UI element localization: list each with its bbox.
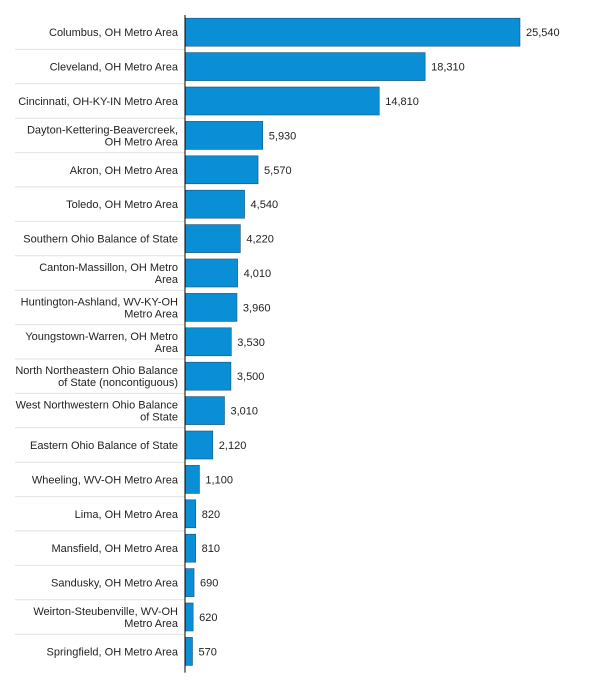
- value-label: 570: [198, 646, 216, 658]
- category-label-line: Lima, OH Metro Area: [75, 509, 179, 521]
- value-label: 620: [199, 612, 217, 624]
- bar: [184, 86, 380, 116]
- value-label: 25,540: [526, 27, 560, 39]
- category-labels-group: Columbus, OH Metro Area Cleveland, OH Met…: [15, 27, 179, 658]
- value-label: 690: [200, 578, 218, 590]
- category-label-line: Huntington-Ashland, WV-KY-OH: [21, 296, 178, 308]
- value-label: 4,540: [251, 199, 279, 211]
- category-label-line: West Northwestern Ohio Balance: [16, 400, 178, 412]
- value-label: 18,310: [431, 62, 465, 74]
- category-label: Cincinnati, OH-KY-IN Metro Area: [18, 96, 179, 108]
- category-label-line: Youngstown-Warren, OH Metro: [25, 331, 178, 343]
- category-label: Huntington-Ashland, WV-KY-OH Metro Area: [21, 296, 179, 320]
- category-label: Cleveland, OH Metro Area: [50, 62, 179, 74]
- bar: [184, 121, 264, 150]
- value-label: 2,120: [219, 440, 247, 452]
- bar: [184, 361, 232, 391]
- category-label: Youngstown-Warren, OH Metro Area: [25, 331, 179, 355]
- bar: [184, 17, 521, 47]
- bar: [184, 155, 259, 185]
- category-label-line: Area: [155, 343, 179, 355]
- category-label-line: Columbus, OH Metro Area: [49, 27, 179, 39]
- category-label-line: Southern Ohio Balance of State: [23, 234, 178, 246]
- category-label: Springfield, OH Metro Area: [47, 646, 179, 658]
- value-label: 4,010: [244, 268, 272, 280]
- category-label-line: Akron, OH Metro Area: [70, 165, 179, 177]
- category-label-line: Metro Area: [124, 618, 179, 630]
- category-label: West Northwestern Ohio Balance of State: [16, 400, 178, 424]
- category-label-line: OH Metro Area: [105, 136, 179, 148]
- category-label: Lima, OH Metro Area: [75, 509, 179, 521]
- value-label: 5,930: [269, 130, 297, 142]
- category-label-line: of State (noncontiguous): [58, 377, 178, 389]
- bar: [184, 637, 193, 666]
- bar: [184, 293, 238, 322]
- category-label: Mansfield, OH Metro Area: [51, 543, 178, 555]
- bar: [184, 258, 238, 288]
- value-label: 820: [202, 509, 220, 521]
- row-separators: [15, 48, 185, 635]
- value-label: 14,810: [385, 96, 419, 108]
- category-label-line: Cincinnati, OH-KY-IN Metro Area: [18, 96, 179, 108]
- bar: [184, 396, 225, 425]
- category-label: Columbus, OH Metro Area: [49, 27, 179, 39]
- bar: [184, 224, 241, 253]
- category-label-line: Dayton-Kettering-Beavercreek,: [27, 124, 178, 136]
- bar: [184, 430, 214, 460]
- category-label-line: North Northeastern Ohio Balance: [15, 365, 178, 377]
- bar: [184, 465, 200, 494]
- value-label: 810: [202, 543, 220, 555]
- value-label: 3,960: [243, 302, 271, 314]
- category-label-line: Cleveland, OH Metro Area: [50, 62, 179, 74]
- bar: [184, 327, 232, 357]
- bar: [184, 568, 195, 597]
- category-label: Southern Ohio Balance of State: [23, 234, 178, 246]
- category-label: Wheeling, WV-OH Metro Area: [32, 474, 179, 486]
- category-label-line: Canton-Massillon, OH Metro: [39, 262, 178, 274]
- bar: [184, 189, 245, 219]
- bar: [184, 602, 194, 632]
- category-label-line: Area: [155, 274, 179, 286]
- category-label-line: Metro Area: [124, 308, 179, 320]
- category-label: Weirton-Steubenville, WV-OH Metro Area: [33, 606, 179, 630]
- value-label: 3,530: [237, 337, 265, 349]
- value-label: 4,220: [246, 234, 274, 246]
- category-label-line: Mansfield, OH Metro Area: [51, 543, 178, 555]
- category-label-line: Eastern Ohio Balance of State: [30, 440, 178, 452]
- category-label: Dayton-Kettering-Beavercreek, OH Metro Ar…: [27, 124, 179, 148]
- bar: [184, 499, 197, 529]
- category-label-line: of State: [140, 412, 178, 424]
- category-label: Toledo, OH Metro Area: [66, 199, 179, 211]
- category-label-line: Toledo, OH Metro Area: [66, 199, 179, 211]
- category-label: Eastern Ohio Balance of State: [30, 440, 178, 452]
- value-label: 5,570: [264, 165, 292, 177]
- bar: [184, 52, 426, 81]
- category-label-line: Weirton-Steubenville, WV-OH: [33, 606, 178, 618]
- category-label-line: Wheeling, WV-OH Metro Area: [32, 474, 179, 486]
- category-label-line: Springfield, OH Metro Area: [47, 646, 179, 658]
- bar: [184, 533, 196, 563]
- category-label: North Northeastern Ohio Balance of State …: [15, 365, 178, 389]
- category-label: Sandusky, OH Metro Area: [51, 578, 179, 590]
- value-label: 3,500: [237, 371, 265, 383]
- category-label: Akron, OH Metro Area: [70, 165, 179, 177]
- bars-group: [184, 17, 521, 666]
- category-label: Canton-Massillon, OH Metro Area: [39, 262, 179, 286]
- value-label: 1,100: [205, 474, 233, 486]
- value-labels-group: 25,540 18,310 14,810 5,930 5,570 4,540 4,220 4,…: [198, 27, 559, 658]
- category-label-line: Sandusky, OH Metro Area: [51, 578, 179, 590]
- value-label: 3,010: [230, 406, 258, 418]
